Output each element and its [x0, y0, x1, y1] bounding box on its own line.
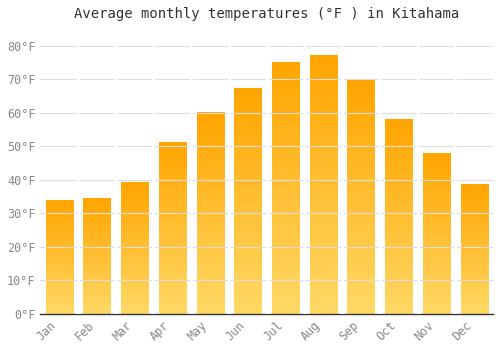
- Title: Average monthly temperatures (°F ) in Kitahama: Average monthly temperatures (°F ) in Ki…: [74, 7, 460, 21]
